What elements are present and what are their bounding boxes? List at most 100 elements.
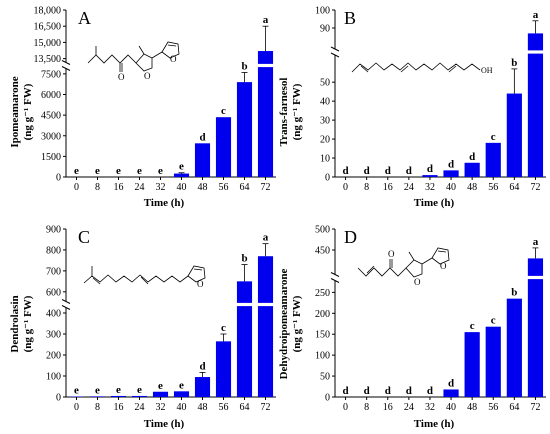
- x-tick-label-d: 64: [509, 402, 519, 413]
- significance-letter-d: d: [427, 385, 433, 397]
- significance-letter-c: c: [221, 322, 226, 334]
- bar-a: [236, 82, 253, 177]
- y-tick-label-b: 90: [320, 24, 330, 35]
- ylabel-c-name: Dendrolasin: [9, 295, 21, 352]
- x-tick-label-d: 16: [383, 402, 393, 413]
- significance-letter-d: c: [491, 315, 496, 327]
- bar-c: [173, 391, 190, 397]
- axis-break-mark-c: [61, 299, 71, 304]
- x-tick-label-d: 8: [364, 402, 369, 413]
- axis-break-mark-d: [330, 278, 340, 283]
- y-tick-label-c: 200: [46, 351, 61, 362]
- y-tick-label-a: 6000: [41, 90, 61, 101]
- significance-letter-d: b: [511, 287, 517, 299]
- ylabel-b-name: Trans-farnesol: [278, 78, 290, 147]
- x-tick-label-a: 72: [261, 182, 271, 193]
- panel-d: D Dehydroipomeamarone (ng g⁻¹ FW) Time (…: [278, 225, 546, 430]
- y-tick-label-c: 600: [46, 287, 61, 298]
- xlabel-b: Time (h): [414, 197, 455, 209]
- chart-d-plot: 0 50 100 150 200 250 450 500 d 0 d 8 d 16 d 24 d 32 d 40 c 48…: [315, 225, 546, 413]
- bar-break-gap-d: [527, 275, 544, 280]
- y-tick-label-d: 500: [315, 225, 330, 236]
- y-tick-label-b: 100: [315, 6, 330, 17]
- ylabel-d: Dehydroipomeamarone (ng g⁻¹ FW): [278, 268, 303, 379]
- structure-dendrolasin: [83, 265, 206, 285]
- x-tick-label-a: 24: [135, 182, 145, 193]
- chart-b-plot: 0 10 20 30 40 50 90 100 d 0 d 8 d 16 d 24 d 32 d 40 d 48 c 56 b 6…: [315, 6, 546, 193]
- y-tick-label-a: 4500: [41, 111, 61, 122]
- x-tick-label-c: 24: [135, 402, 145, 413]
- significance-letter-d: d: [448, 377, 454, 389]
- bar-c: [194, 377, 211, 397]
- axis-break-mark-b: [330, 52, 340, 58]
- significance-letter-b: a: [533, 9, 539, 21]
- x-tick-label-d: 56: [488, 402, 498, 413]
- ylabel-c-unit: (ng g⁻¹ FW): [22, 295, 34, 352]
- y-tick-label-d: 100: [315, 351, 330, 362]
- significance-letter-a: e: [137, 165, 142, 177]
- bar-break-gap-c: [236, 302, 253, 307]
- ylabel-b: Trans-farnesol (ng g⁻¹ FW): [278, 78, 303, 147]
- ylabel-a-name: Ipomeamarone: [9, 76, 21, 147]
- x-tick-label-a: 56: [219, 182, 229, 193]
- chart-c-plot: 0 100 200 300 400 600 700 800 900 e 0 e 8 e 16 e 24 e 32 e 4…: [46, 225, 276, 413]
- bar-break-gap-c: [257, 302, 274, 307]
- axis-break-mark-d: [330, 272, 340, 277]
- significance-letter-a: c: [221, 105, 226, 117]
- significance-letter-a: e: [74, 165, 79, 177]
- structure-ipomeamarone-o1: O: [118, 72, 125, 82]
- x-tick-label-b: 0: [343, 182, 348, 193]
- ylabel-a: Ipomeamarone (ng g⁻¹ FW): [9, 76, 34, 147]
- y-tick-label-d: 0: [325, 393, 330, 404]
- significance-letter-c: e: [137, 384, 142, 396]
- y-tick-label-a: 0: [56, 173, 61, 184]
- bar-c: [236, 281, 253, 397]
- xlabel-c: Time (h): [144, 418, 185, 430]
- x-tick-label-d: 24: [404, 402, 414, 413]
- significance-letter-a: e: [158, 165, 163, 177]
- axis-break-mark-b: [330, 46, 340, 52]
- y-tick-label-d: 200: [315, 309, 330, 320]
- x-tick-label-a: 0: [74, 182, 79, 193]
- y-tick-label-b: 50: [320, 78, 330, 89]
- y-tick-label-b: 30: [320, 116, 330, 127]
- axis-break-mark-c: [61, 305, 71, 310]
- x-tick-label-a: 8: [95, 182, 100, 193]
- x-tick-label-b: 8: [364, 182, 369, 193]
- y-tick-label-b: 10: [320, 154, 330, 165]
- significance-letter-d: c: [470, 320, 475, 332]
- significance-letter-b: d: [385, 165, 391, 177]
- significance-letter-a: a: [263, 14, 269, 26]
- bar-b: [485, 142, 501, 177]
- structure-dendrolasin-o: O: [197, 279, 204, 289]
- y-tick-label-a: 15,000: [34, 38, 62, 49]
- x-tick-label-c: 48: [198, 402, 208, 413]
- x-tick-label-c: 72: [261, 402, 271, 413]
- chart-a-plot: 0 1500 3000 4500 6000 7500 13,500 15,000 16,500 1…: [34, 6, 276, 193]
- x-tick-label-c: 32: [156, 402, 166, 413]
- ylabel-a-unit: (ng g⁻¹ FW): [22, 83, 34, 140]
- significance-letter-a: e: [179, 161, 184, 173]
- structure-dehydroipomeamarone: [357, 247, 450, 278]
- bar-d: [527, 258, 544, 397]
- bar-d: [443, 389, 459, 397]
- x-tick-label-a: 32: [156, 182, 166, 193]
- x-tick-label-b: 24: [404, 182, 414, 193]
- x-tick-label-b: 64: [509, 182, 519, 193]
- y-tick-label-b: 20: [320, 135, 330, 146]
- y-tick-label-d: 450: [315, 246, 330, 257]
- ylabel-c: Dendrolasin (ng g⁻¹ FW): [9, 295, 34, 352]
- bar-c: [110, 395, 127, 397]
- significance-letter-a: d: [199, 131, 205, 143]
- x-tick-label-d: 40: [446, 402, 456, 413]
- y-tick-label-c: 400: [46, 309, 61, 320]
- x-tick-label-d: 72: [530, 402, 540, 413]
- significance-letter-c: d: [199, 360, 205, 372]
- bar-b: [506, 93, 522, 177]
- bar-c: [89, 396, 106, 397]
- bar-c: [152, 391, 169, 397]
- significance-letter-b: b: [511, 57, 517, 69]
- bar-c: [131, 395, 148, 397]
- structure-dehydroipomeamarone-o2: O: [414, 277, 421, 287]
